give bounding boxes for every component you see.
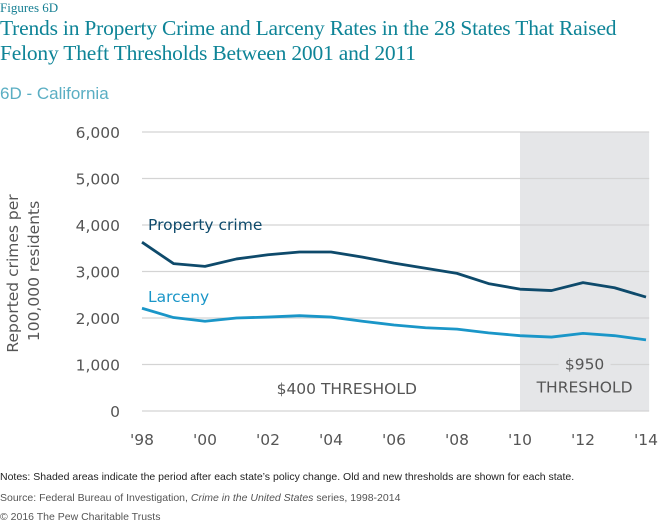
y-tick-label: 4,000 [76, 217, 120, 235]
line-chart: 0 1,000 2,000 3,000 4,000 5,000 6,000 '98 '00 '0… [4, 124, 658, 449]
y-axis-label-line-2: 100,000 residents [25, 201, 43, 341]
y-tick-label: 5,000 [76, 171, 120, 189]
annotations: $400 THRESHOLD $950 THRESHOLD [277, 352, 633, 398]
threshold-annotation-new-line-1: $950 [565, 356, 604, 374]
x-tick-label: '06 [382, 431, 406, 449]
source-prefix: Source: Federal Bureau of Investigation, [0, 492, 191, 504]
figure-label: Figures 6D [0, 0, 59, 15]
y-tick-label: 6,000 [76, 124, 120, 142]
y-axis-label: Reported crimes per 100,000 residents [4, 189, 43, 352]
y-tick-label: 3,000 [76, 264, 120, 282]
chart-subtitle: 6D - California [0, 84, 109, 103]
y-tick-label: 2,000 [76, 310, 120, 328]
x-tick-label: '98 [130, 431, 154, 449]
x-tick-label: '00 [193, 431, 217, 449]
threshold-annotation-new-line-2: THRESHOLD [536, 379, 633, 397]
x-tick-label: '12 [571, 431, 595, 449]
y-tick-label: 1,000 [76, 357, 120, 375]
y-axis-label-line-1: Reported crimes per [4, 194, 22, 353]
x-tick-label: '04 [319, 431, 343, 449]
series-label-property-crime: Property crime [148, 216, 262, 234]
chart-title: Trends in Property Crime and Larceny Rat… [0, 16, 617, 65]
x-tick-labels: '98 '00 '02 '04 '06 '08 '10 '12 '14 [130, 431, 658, 449]
x-tick-label: '14 [634, 431, 658, 449]
y-tick-labels: 0 1,000 2,000 3,000 4,000 5,000 6,000 [76, 124, 120, 421]
x-tick-label: '02 [256, 431, 280, 449]
series-label-larceny: Larceny [148, 288, 209, 306]
threshold-annotation-old: $400 THRESHOLD [277, 380, 417, 398]
series-lines: Property crime Larceny [141, 216, 647, 342]
source-title: Crime in the United States [190, 492, 314, 504]
y-tick-label: 0 [110, 403, 120, 421]
source-suffix: series, 1998-2014 [313, 492, 401, 504]
footer-copyright: © 2016 The Pew Charitable Trusts [0, 511, 161, 523]
annotation-backing [558, 352, 611, 373]
x-tick-label: '10 [508, 431, 532, 449]
x-tick-label: '08 [445, 431, 469, 449]
footer-source: Source: Federal Bureau of Investigation,… [0, 492, 400, 504]
footer-notes: Notes: Shaded areas indicate the period … [0, 471, 575, 483]
